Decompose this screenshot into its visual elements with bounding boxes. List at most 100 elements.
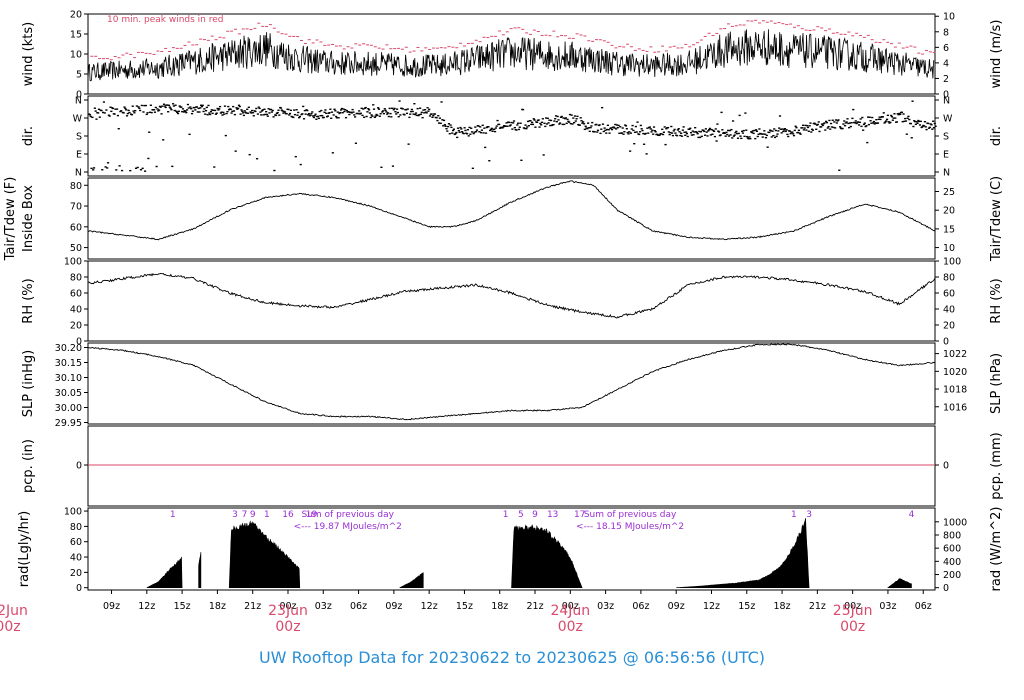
wind-ytick-right-label: 4 [943, 58, 949, 69]
dir-point [385, 111, 388, 113]
dir-point [444, 125, 447, 127]
dir-point [428, 108, 431, 111]
dir-point [596, 131, 599, 133]
dir-point [198, 111, 201, 113]
dir-point [263, 108, 266, 110]
dir-point [264, 113, 267, 116]
dir-point [742, 129, 745, 132]
dir-point [319, 114, 322, 117]
dir-point [684, 134, 687, 137]
dir-point [810, 131, 813, 133]
dir-point [608, 132, 611, 134]
dir-point [797, 131, 800, 134]
dir-point [473, 131, 476, 133]
dir-point [927, 127, 931, 129]
dir-point [131, 105, 134, 107]
temp-ytick-right-label: 15 [943, 224, 955, 235]
dir-point [218, 105, 222, 108]
dir-point [656, 133, 659, 136]
dir-point [586, 128, 589, 130]
dir-point [545, 117, 548, 119]
dir-point [466, 128, 469, 131]
dir-point [837, 119, 840, 121]
dir-point [639, 124, 642, 127]
x-tick-label: 15z [456, 601, 473, 612]
dir-point [689, 127, 692, 130]
dir-point [438, 117, 441, 119]
dir-point [751, 130, 754, 132]
dir-point [703, 134, 707, 136]
dir-point [918, 124, 922, 126]
dir-point [560, 115, 563, 118]
dir-point [259, 111, 262, 113]
dir-point [761, 136, 764, 138]
dir-point [149, 104, 152, 106]
rh-ytick-right-label: 80 [943, 273, 955, 284]
dir-point [835, 122, 838, 124]
dir-point [677, 128, 680, 130]
dir-point [762, 133, 765, 135]
dir-point [928, 126, 931, 129]
dir-point [549, 124, 552, 127]
rh-ylabel-left: RH (%) [21, 278, 36, 323]
dir-point [663, 126, 666, 128]
dir-point [108, 115, 111, 117]
dir-point [176, 111, 179, 114]
dir-point [234, 150, 237, 152]
rad-annotation-sum: <--- 18.15 MJoules/m^2 [576, 522, 684, 532]
x-tick-label: 03z [315, 601, 332, 612]
dir-point [123, 106, 126, 108]
dir-point [764, 133, 767, 135]
dir-point [314, 113, 317, 115]
dir-point [439, 122, 442, 125]
dir-point [695, 131, 698, 134]
dir-point [475, 129, 479, 131]
dir-point [283, 111, 287, 113]
dir-point [166, 104, 169, 106]
dir-point [260, 110, 264, 112]
dir-point [344, 109, 347, 111]
dir-point [903, 120, 906, 123]
dir-point [498, 123, 501, 126]
dir-point [526, 126, 529, 128]
dir-point [127, 109, 130, 112]
dir-point [820, 123, 824, 125]
wind-ytick-right-label: 2 [943, 74, 949, 85]
dir-point [88, 114, 92, 116]
rh-ytick-right-label: 40 [943, 305, 955, 316]
temp-ytick-right-label: 25 [943, 187, 955, 198]
dir-point [914, 123, 917, 126]
dir-point [199, 104, 203, 106]
dir-point [531, 123, 535, 126]
dir-point [268, 112, 271, 114]
dir-point [838, 169, 841, 171]
dir-point [705, 131, 708, 133]
dir-point [917, 119, 920, 122]
dir-point [125, 115, 129, 117]
dir-point [904, 117, 907, 120]
dir-point [582, 121, 585, 123]
dir-point [919, 120, 922, 123]
dir-point [881, 116, 885, 118]
dir-point [119, 110, 122, 113]
dir-point [246, 112, 250, 114]
dir-point [158, 105, 162, 108]
dir-point [322, 116, 325, 119]
rad-area [887, 578, 912, 589]
dir-point [484, 146, 487, 149]
dir-point [805, 129, 808, 131]
dir-point [716, 123, 719, 125]
dir-point [712, 129, 715, 132]
dir-point [416, 107, 419, 110]
dir-point [517, 122, 520, 124]
dir-point [868, 116, 871, 118]
rad-ytick-left-label: 20 [70, 568, 82, 579]
dir-point [510, 121, 513, 124]
rh-ytick-left-label: 60 [70, 289, 82, 300]
dir-point [251, 109, 254, 112]
dir-point [847, 122, 850, 125]
dir-point [494, 127, 497, 129]
dir-point [671, 134, 675, 137]
dir-point [593, 131, 596, 133]
dir-point [475, 131, 478, 133]
